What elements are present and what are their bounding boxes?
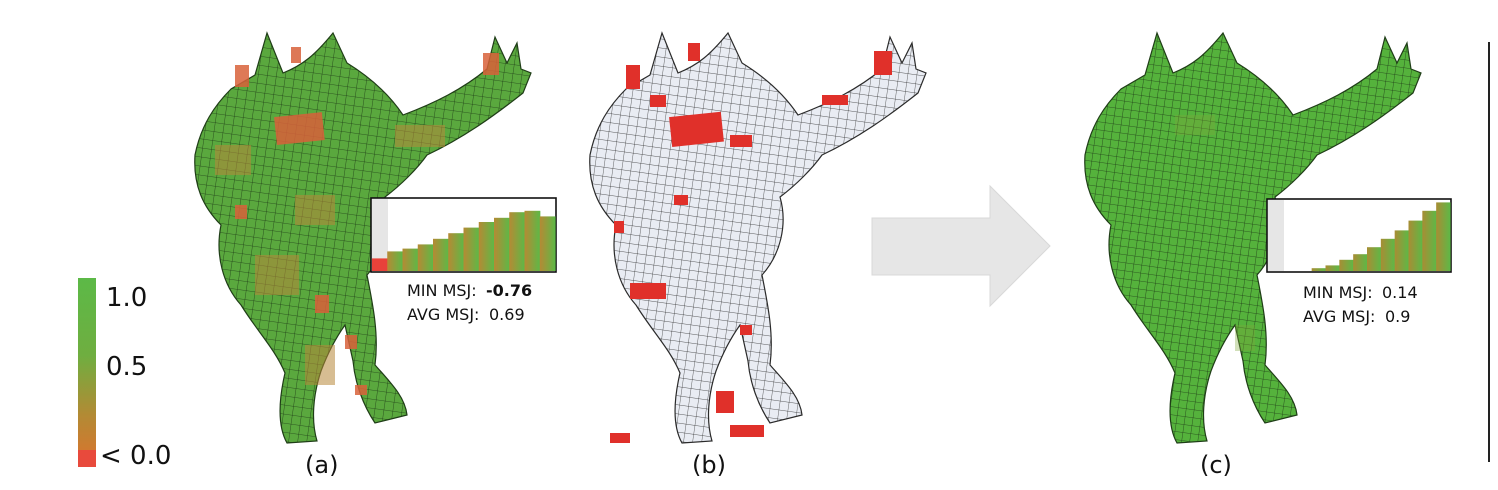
histogram-bar: [372, 258, 388, 271]
panel-c-min-label: MIN MSJ:: [1303, 283, 1373, 302]
colorbar-negative-swatch: [78, 450, 96, 467]
histogram-bar: [1422, 210, 1437, 271]
colorbar: 1.0 0.5 < 0.0: [78, 278, 171, 471]
histogram-a-bars: [372, 210, 556, 271]
histogram-bar: [1394, 230, 1410, 271]
panel-c-avg-label: AVG MSJ:: [1303, 307, 1375, 326]
colorbar-label-mid: 0.5: [106, 352, 147, 382]
histogram-bar: [433, 238, 449, 271]
histogram-c-bars: [1311, 202, 1451, 271]
panel-c-min-value: 0.14: [1382, 283, 1418, 302]
histogram-a: [370, 197, 557, 273]
histogram-bar: [1353, 254, 1368, 271]
histogram-bar: [1325, 265, 1340, 271]
histogram-bar: [463, 227, 480, 271]
histogram-bar: [1436, 202, 1451, 271]
histogram-bar: [524, 210, 541, 271]
histogram-bar: [1380, 238, 1396, 271]
caption-c: (c): [1200, 451, 1232, 479]
transform-arrow: [871, 184, 1051, 308]
histogram-bar: [494, 217, 510, 271]
histogram-bar: [402, 248, 419, 271]
model-c: [1084, 32, 1422, 444]
histogram-bar: [1311, 268, 1327, 271]
arrow-shape: [871, 184, 1051, 308]
right-edge-divider: [1488, 42, 1490, 462]
histogram-bar: [387, 251, 404, 271]
histogram-c: [1266, 198, 1452, 273]
model-b: [589, 32, 927, 444]
caption-a: (a): [305, 451, 338, 479]
histogram-bar: [448, 233, 465, 271]
colorbar-label-high: 1.0: [106, 283, 147, 313]
histogram-bar: [509, 212, 526, 271]
panel-a-avg-label: AVG MSJ:: [407, 305, 479, 324]
histogram-bar: [1367, 247, 1382, 271]
histogram-bar: [417, 244, 434, 271]
model-a: [194, 32, 532, 444]
histogram-bar: [539, 216, 556, 271]
histogram-bar: [478, 222, 495, 271]
colorbar-gradient: [78, 278, 96, 450]
histogram-bar: [1339, 259, 1354, 271]
panel-a-min-value: -0.76: [486, 281, 532, 300]
panel-a-min-label: MIN MSJ:: [407, 281, 477, 300]
caption-b: (b): [692, 451, 726, 479]
colorbar-label-low: < 0.0: [100, 441, 171, 471]
histogram-bar: [1408, 220, 1423, 271]
panel-a-avg-value: 0.69: [489, 305, 525, 324]
panel-c-avg-value: 0.9: [1385, 307, 1410, 326]
